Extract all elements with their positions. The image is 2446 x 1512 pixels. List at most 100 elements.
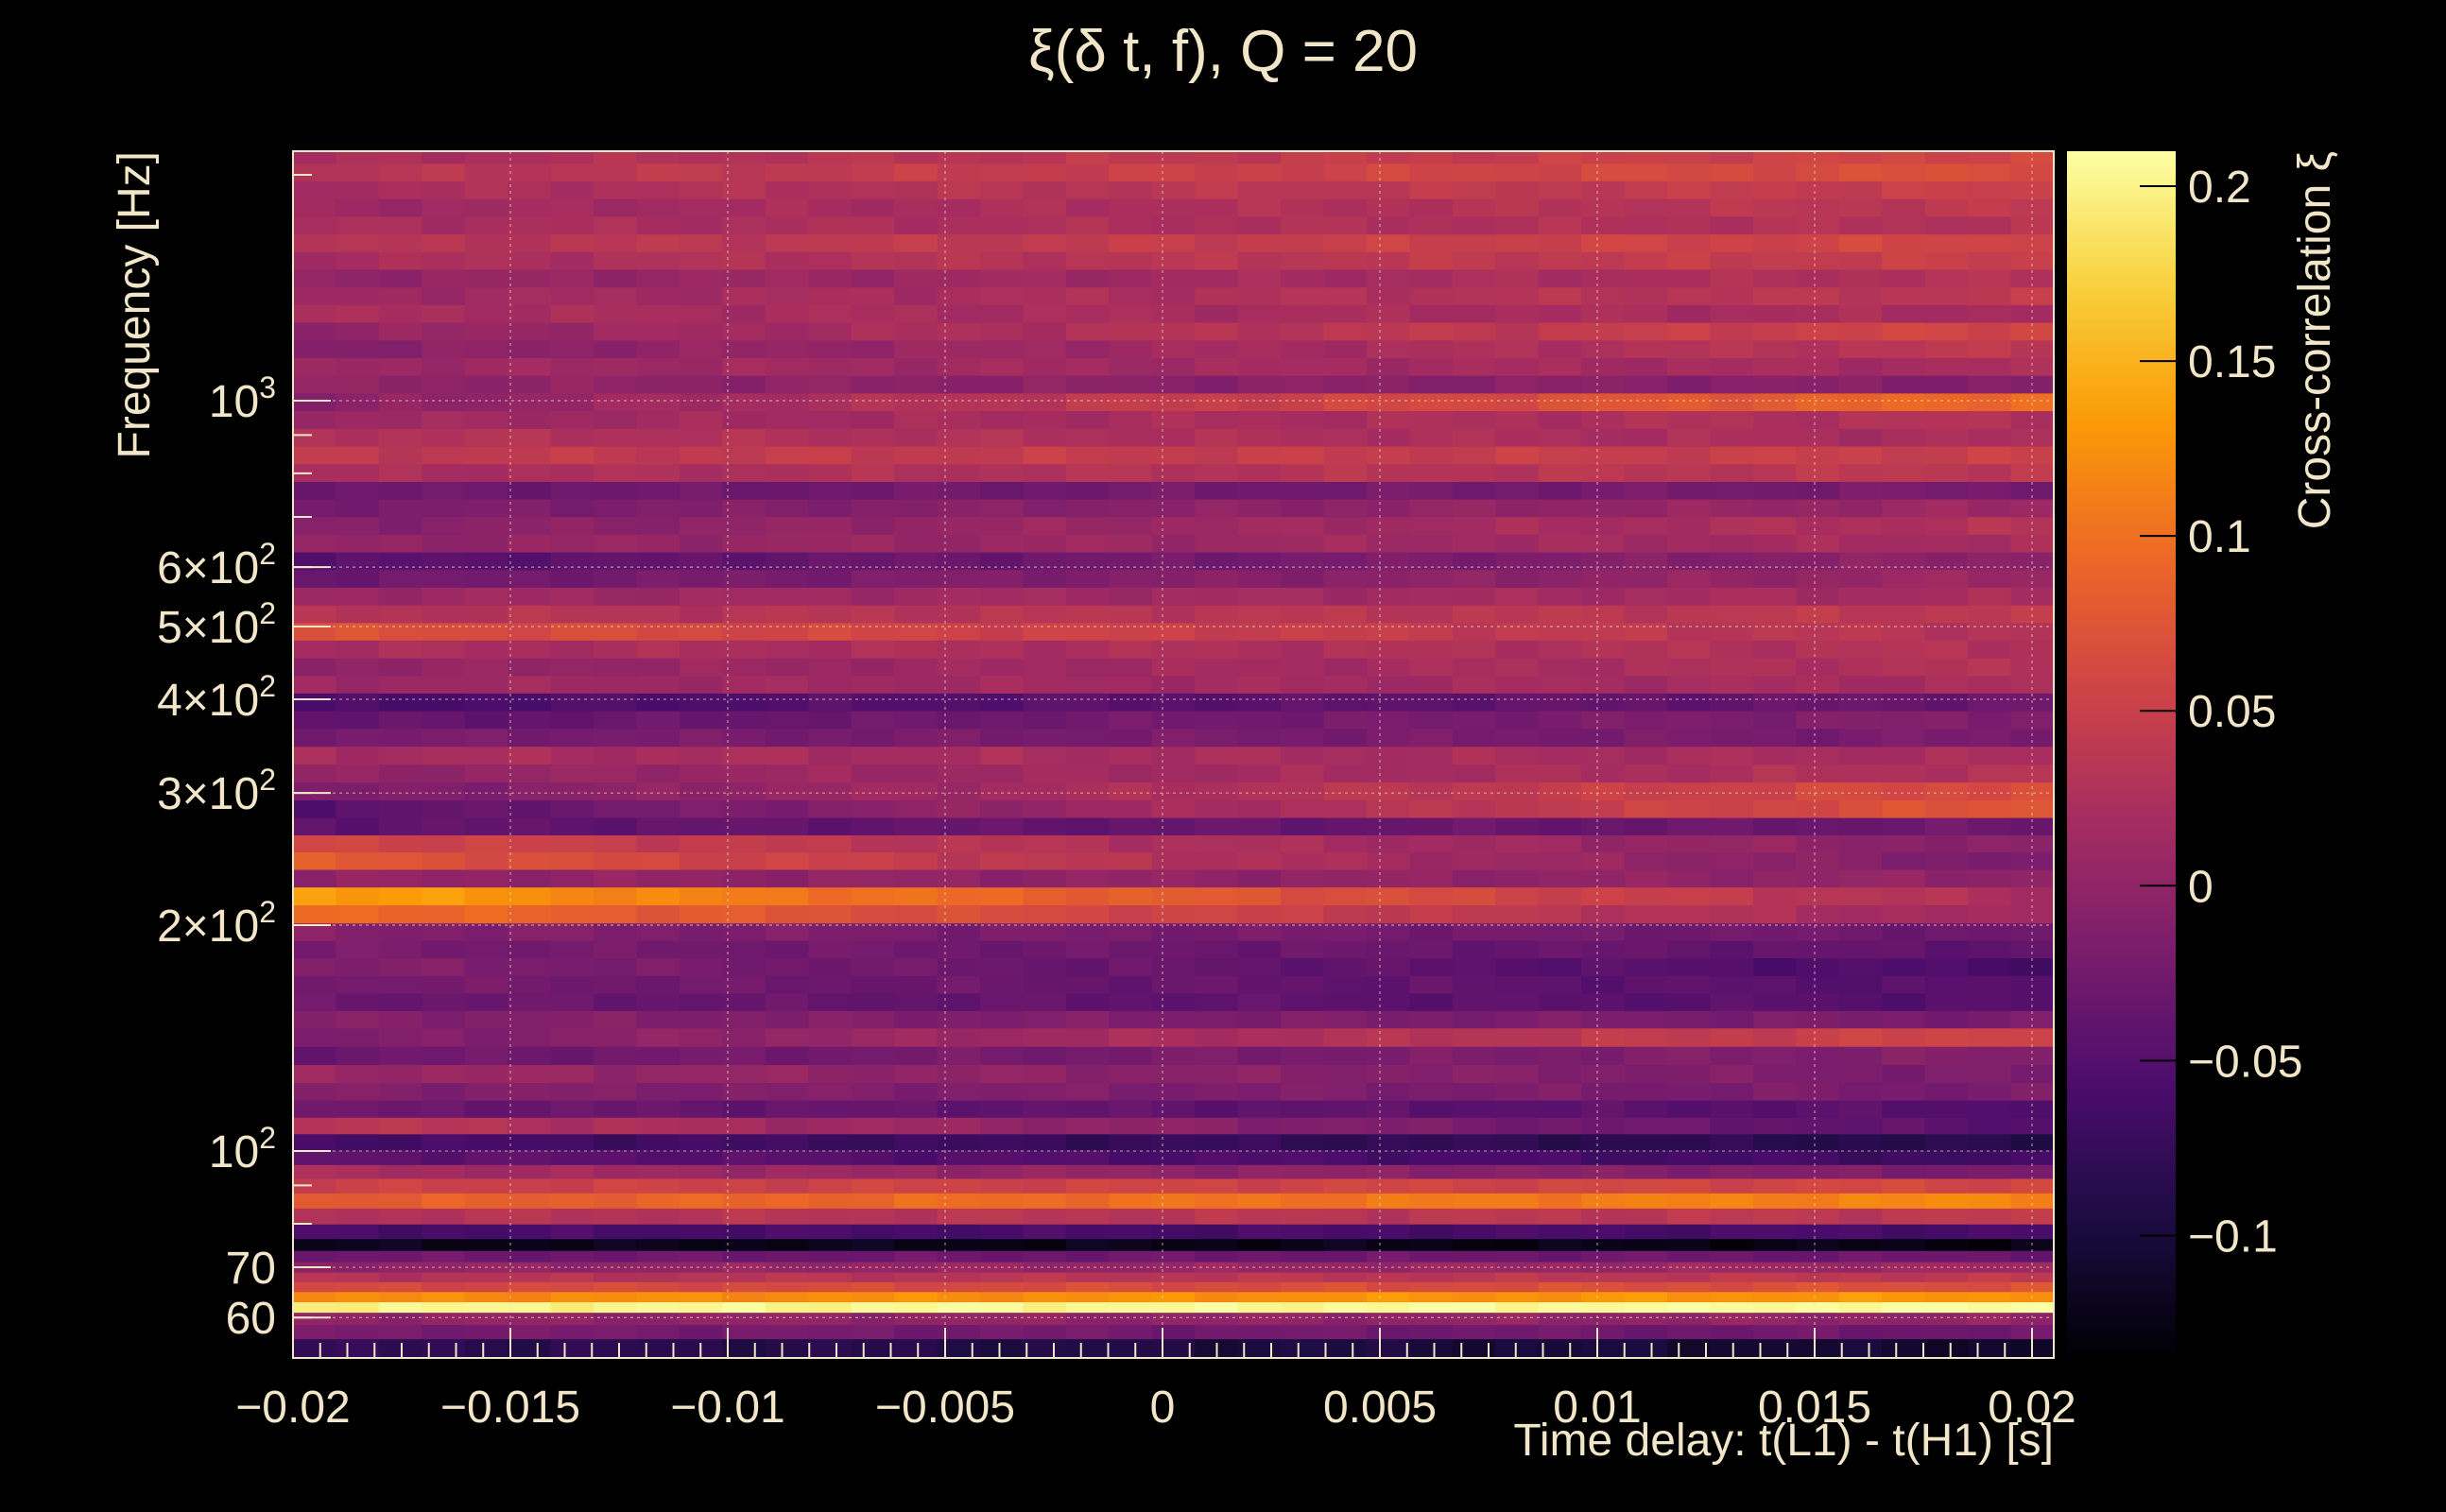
heatmap-cell bbox=[1838, 463, 1883, 482]
heatmap-cell bbox=[1581, 233, 1626, 252]
heatmap-cell bbox=[1452, 587, 1496, 606]
heatmap-cell bbox=[808, 658, 853, 677]
heatmap-cell bbox=[1323, 339, 1368, 358]
heatmap-cell bbox=[1195, 322, 1239, 341]
heatmap-cell bbox=[1838, 151, 1883, 164]
heatmap-cell bbox=[636, 710, 680, 730]
heatmap-cell bbox=[1538, 1272, 1582, 1282]
heatmap-cell bbox=[1195, 904, 1239, 924]
heatmap-cell bbox=[1838, 1164, 1883, 1179]
heatmap-cell bbox=[1968, 357, 2012, 376]
heatmap-cell bbox=[293, 1291, 337, 1303]
heatmap-cell bbox=[894, 516, 939, 535]
heatmap-cell bbox=[679, 1064, 723, 1084]
heatmap-cell bbox=[1195, 922, 1239, 941]
heatmap-cell bbox=[937, 551, 981, 571]
heatmap-cell bbox=[1409, 357, 1454, 376]
heatmap-cell bbox=[894, 392, 939, 412]
heatmap-cell bbox=[336, 782, 380, 800]
heatmap-cell bbox=[1109, 375, 1153, 394]
heatmap-cell bbox=[808, 1250, 853, 1263]
heatmap-cell bbox=[1752, 904, 1797, 924]
heatmap-cell bbox=[722, 764, 767, 783]
heatmap-cell bbox=[722, 975, 767, 994]
heatmap-cell bbox=[1752, 1262, 1797, 1273]
heatmap-cell bbox=[1581, 534, 1626, 553]
heatmap-cell bbox=[1023, 251, 1067, 270]
heatmap-cell bbox=[765, 463, 809, 482]
heatmap-cell bbox=[594, 816, 638, 835]
heatmap-cell bbox=[1109, 1046, 1153, 1065]
heatmap-cell bbox=[464, 180, 508, 199]
heatmap-cell bbox=[1624, 975, 1668, 994]
heatmap-cell bbox=[1710, 1082, 1754, 1101]
heatmap-cell bbox=[894, 151, 939, 164]
heatmap-cell bbox=[1667, 551, 1712, 571]
heatmap-cell bbox=[422, 1291, 466, 1303]
heatmap-cell bbox=[293, 163, 337, 181]
heatmap-cell bbox=[1195, 339, 1239, 358]
heatmap-cell bbox=[1667, 675, 1712, 694]
heatmap-cell bbox=[1581, 151, 1626, 164]
heatmap-cell bbox=[937, 746, 981, 765]
heatmap-cell bbox=[937, 886, 981, 906]
heatmap-cell bbox=[1710, 481, 1754, 500]
heatmap-cell bbox=[1882, 1027, 1926, 1047]
heatmap-cell bbox=[808, 904, 853, 924]
heatmap-cell bbox=[1968, 516, 2012, 535]
heatmap-cell bbox=[1109, 834, 1153, 853]
heatmap-cell bbox=[1495, 516, 1540, 535]
heatmap-cell bbox=[1838, 799, 1883, 818]
heatmap-cell bbox=[594, 1133, 638, 1151]
heatmap-cell bbox=[2010, 445, 2054, 465]
heatmap-cell bbox=[1195, 180, 1239, 199]
heatmap-cell bbox=[851, 410, 895, 429]
heatmap-cell bbox=[1109, 516, 1153, 535]
heatmap-cell bbox=[1323, 1312, 1368, 1326]
heatmap-cell bbox=[422, 868, 466, 888]
heatmap-cell bbox=[1838, 268, 1883, 288]
heatmap-cell bbox=[937, 851, 981, 870]
heatmap-cell bbox=[636, 1312, 680, 1326]
heatmap-cell bbox=[1151, 445, 1196, 465]
heatmap-cell bbox=[464, 922, 508, 941]
heatmap-cell bbox=[679, 163, 723, 181]
heatmap-cell bbox=[1710, 1177, 1754, 1194]
heatmap-cell bbox=[550, 1291, 594, 1303]
heatmap-cell bbox=[980, 357, 1025, 376]
heatmap-cell bbox=[1882, 357, 1926, 376]
heatmap-cell bbox=[1023, 868, 1067, 888]
heatmap-cell bbox=[1409, 1324, 1454, 1340]
heatmap-cell bbox=[1968, 728, 2012, 747]
heatmap-cell bbox=[1452, 1064, 1496, 1084]
heatmap-cell bbox=[1495, 640, 1540, 659]
heatmap-cell bbox=[1538, 445, 1582, 465]
heatmap-cell bbox=[1838, 851, 1883, 870]
heatmap-cell bbox=[1195, 215, 1239, 235]
heatmap-cell bbox=[1409, 498, 1454, 518]
heatmap-cell bbox=[1281, 251, 1325, 270]
heatmap-cell bbox=[1968, 445, 2012, 465]
heatmap-cell bbox=[1023, 569, 1067, 588]
heatmap-cell bbox=[464, 868, 508, 888]
heatmap-cell bbox=[1796, 675, 1840, 694]
heatmap-cell bbox=[594, 375, 638, 394]
heatmap-cell bbox=[679, 1193, 723, 1209]
heatmap-cell bbox=[1752, 1272, 1797, 1282]
heatmap-cell bbox=[464, 392, 508, 412]
heatmap-cell bbox=[1581, 587, 1626, 606]
heatmap-cell bbox=[765, 1100, 809, 1118]
heatmap-cell bbox=[550, 1338, 594, 1358]
heatmap-cell bbox=[422, 215, 466, 235]
heatmap-cell bbox=[1796, 782, 1840, 800]
heatmap-cell bbox=[722, 1250, 767, 1263]
heatmap-cell bbox=[378, 1238, 422, 1251]
heatmap-cell bbox=[336, 163, 380, 181]
heatmap-cell bbox=[937, 975, 981, 994]
heatmap-cell bbox=[1151, 1117, 1196, 1135]
heatmap-cell bbox=[894, 1193, 939, 1209]
heatmap-cell bbox=[1281, 1064, 1325, 1084]
heatmap-cell bbox=[1195, 1281, 1239, 1293]
heatmap-cell bbox=[1752, 640, 1797, 659]
heatmap-cell bbox=[594, 151, 638, 164]
